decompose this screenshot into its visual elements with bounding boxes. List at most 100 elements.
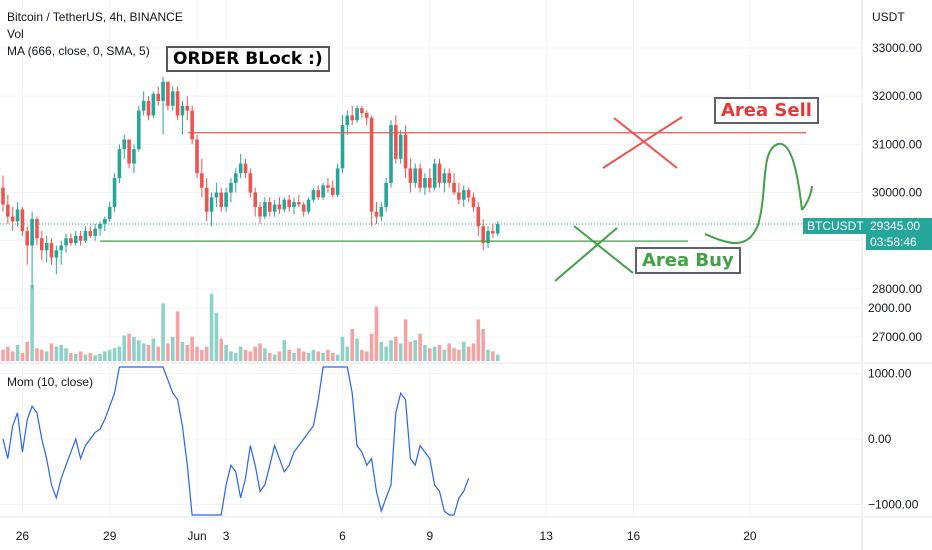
candle-body [98, 223, 102, 229]
volume-bar [292, 353, 296, 361]
volume-bar [200, 349, 204, 361]
candle-body [180, 105, 185, 116]
candle-body [78, 235, 83, 241]
volume-bar [297, 348, 301, 361]
candle-body [122, 139, 127, 150]
candle-body [311, 190, 316, 200]
candle-body [340, 125, 345, 169]
order-block-annotation: ORDER BLock :) [166, 46, 330, 72]
candle-body [437, 163, 442, 183]
price-tick-label: 33000.00 [872, 41, 922, 55]
volume-bar [447, 343, 451, 361]
candle-body [267, 202, 272, 212]
candle-body [345, 115, 350, 126]
candle-body [156, 93, 160, 101]
candle-body [161, 81, 165, 101]
time-tick-label: Jun [187, 529, 206, 543]
candle-body [481, 226, 485, 244]
volume-bar [306, 353, 311, 361]
candle-body [447, 173, 451, 183]
volume-bar [35, 348, 39, 361]
volume-bar [234, 353, 238, 361]
volume-bar [461, 341, 466, 361]
momentum-tick-label: −1000.00 [868, 498, 919, 512]
volume-bar [389, 340, 393, 361]
candle-body [495, 224, 500, 234]
volume-bar [238, 346, 243, 361]
volume-bar [481, 329, 485, 361]
volume-bar [180, 341, 185, 361]
candle-body [15, 209, 20, 222]
volume-bar [88, 353, 93, 361]
candle-body [321, 185, 325, 198]
price-tick-label: 31000.00 [872, 137, 922, 151]
volume-bar [20, 353, 25, 361]
time-tick-label: 20 [743, 529, 757, 543]
volume-bar [442, 349, 447, 361]
candle-body [398, 134, 403, 159]
candle-body [369, 117, 374, 212]
volume-bar [175, 311, 180, 361]
volume-bar [185, 345, 190, 361]
volume-bar [224, 345, 228, 361]
volume-bar [248, 351, 253, 361]
buy-cross-mark [573, 225, 634, 274]
candle-body [432, 163, 437, 188]
candle-body [30, 218, 34, 246]
volume-bar [25, 341, 30, 361]
volume-bar [408, 341, 413, 361]
candle-body [166, 81, 170, 106]
candle-body [297, 202, 301, 205]
candle-body [364, 113, 369, 118]
volume-bar [316, 351, 321, 361]
candle-body [44, 243, 49, 251]
candle-body [200, 173, 204, 188]
sell-cross-mark [613, 117, 678, 169]
candle-body [384, 182, 388, 207]
volume-bar [253, 346, 257, 361]
volume-bar [331, 353, 335, 361]
projected-path-drawing [704, 142, 813, 245]
volume-bar [301, 351, 306, 361]
volume-bar [44, 351, 49, 361]
candle-body [442, 173, 447, 183]
candle-body [229, 182, 233, 193]
volume-bar [437, 345, 442, 361]
candle-body [151, 93, 156, 116]
candle-body [117, 149, 122, 179]
momentum-tick-label: 2000.00 [868, 301, 912, 315]
candle-body [258, 206, 262, 217]
time-tick-label: 29 [103, 529, 117, 543]
price-tick-label: 32000.00 [872, 89, 922, 103]
candle-body [360, 108, 364, 114]
candle-body [331, 187, 335, 195]
volume-bar [355, 338, 359, 361]
candle-body [461, 190, 466, 200]
time-tick-label: 16 [627, 529, 641, 543]
ma-indicator-label: MA (666, close, 0, SMA, 5) [7, 44, 150, 58]
time-tick-label: 13 [540, 529, 554, 543]
volume-bar [40, 349, 44, 361]
candle-body [54, 250, 59, 258]
volume-bar [132, 337, 136, 361]
time-tick-label: 3 [223, 529, 230, 543]
candle-body [185, 105, 190, 111]
volume-bar [486, 349, 490, 361]
candle-body [423, 178, 427, 188]
volume-bar [103, 351, 107, 361]
volume-bar [146, 345, 151, 361]
volume-bar [209, 293, 214, 361]
candle-body [141, 100, 146, 111]
volume-bar [423, 345, 427, 361]
volume-bar [350, 329, 354, 361]
volume-bar [229, 351, 233, 361]
volume-bar [311, 349, 316, 361]
volume-bar [369, 333, 374, 361]
candle-body [306, 199, 311, 212]
price-tick-label: 27000.00 [872, 330, 922, 344]
volume-bar [413, 340, 418, 361]
candle-body [403, 134, 408, 169]
area-sell-annotation: Area Sell [714, 97, 819, 124]
candle-body [486, 231, 490, 244]
